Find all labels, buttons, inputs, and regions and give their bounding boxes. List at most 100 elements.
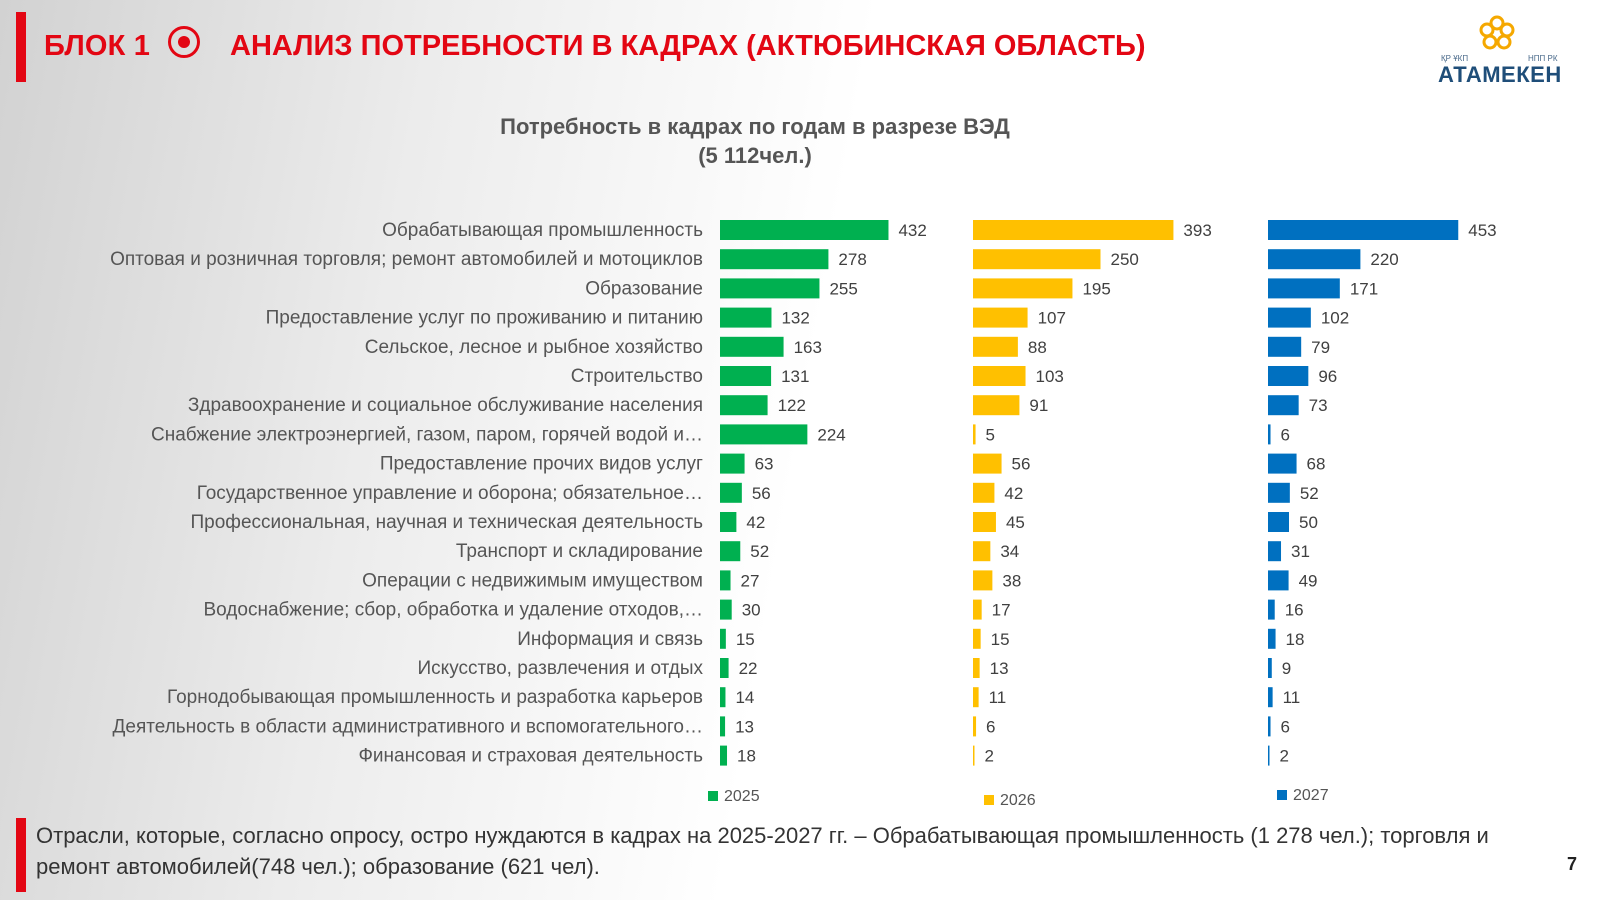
chart-title-block: Потребность в кадрах по годам в разрезе … <box>0 112 1510 170</box>
bar <box>1268 307 1311 328</box>
bar <box>720 658 729 678</box>
block-label: БЛОК 1 <box>44 30 151 62</box>
bar <box>973 628 981 649</box>
bar <box>1268 424 1271 445</box>
legend-label: 2027 <box>1293 787 1329 804</box>
category-label: Деятельность в области административного… <box>113 716 703 737</box>
data-label: 96 <box>1318 367 1337 386</box>
data-label: 195 <box>1082 279 1110 298</box>
logo-name: АТАМЕКЕН <box>1438 62 1562 87</box>
category-label: Искусство, развлечения и отдых <box>418 658 704 679</box>
bar <box>1268 220 1459 240</box>
page-number: 7 <box>1567 854 1578 874</box>
atameken-logo: ҚР ҰКП НПП РК АТАМЕКЕН <box>1428 14 1568 94</box>
chart-title: Потребность в кадрах по годам в разрезе … <box>500 114 1010 139</box>
category-label: Обрабатывающая промышленность <box>382 220 703 241</box>
bar <box>1268 249 1361 270</box>
header-accent-bar <box>16 12 26 82</box>
data-label: 11 <box>1283 688 1301 707</box>
bar <box>720 453 745 474</box>
bar <box>720 278 820 299</box>
legend-label: 2026 <box>1000 792 1036 809</box>
data-label: 16 <box>1285 601 1304 620</box>
bar <box>720 482 742 503</box>
bar <box>973 278 1073 299</box>
data-label: 453 <box>1468 221 1496 240</box>
data-label: 163 <box>794 338 822 357</box>
atameken-emblem-icon <box>1479 15 1515 50</box>
legend-label: 2025 <box>724 788 760 805</box>
data-label: 13 <box>735 717 754 736</box>
bar <box>1268 570 1289 591</box>
data-label: 79 <box>1311 338 1330 357</box>
data-label: 56 <box>752 484 771 503</box>
legend-swatch <box>708 791 718 801</box>
bar <box>1268 453 1297 474</box>
category-label: Горнодобывающая промышленность и разрабо… <box>167 687 703 708</box>
bar <box>720 395 768 416</box>
category-label: Государственное управление и оборона; об… <box>197 483 703 504</box>
data-label: 255 <box>829 279 857 298</box>
bar <box>1268 599 1275 620</box>
bar <box>973 307 1028 328</box>
bar <box>973 716 977 737</box>
data-label: 22 <box>739 659 758 678</box>
bar <box>1268 716 1271 737</box>
data-label: 6 <box>1281 717 1290 736</box>
data-label: 6 <box>986 717 995 736</box>
bar <box>720 541 741 562</box>
bar <box>720 716 726 737</box>
data-label: 50 <box>1299 513 1318 532</box>
bar <box>720 220 889 240</box>
data-label: 171 <box>1350 279 1378 298</box>
category-label: Сельское, лесное и рыбное хозяйство <box>365 337 703 358</box>
data-label: 45 <box>1006 513 1025 532</box>
bar <box>720 687 726 708</box>
bar <box>720 745 728 766</box>
bar <box>973 424 976 445</box>
bar <box>973 220 1174 240</box>
data-label: 52 <box>1300 484 1319 503</box>
chart-subtitle: (5 112чел.) <box>698 143 812 168</box>
data-label: 63 <box>755 455 774 474</box>
bar <box>973 395 1020 416</box>
page-title: АНАЛИЗ ПОТРЕБНОСТИ В КАДРАХ (АКТЮБИНСКАЯ… <box>230 30 1146 62</box>
bar <box>973 541 991 562</box>
footer-note: Отрасли, которые, согласно опросу, остро… <box>36 823 1489 879</box>
data-label: 9 <box>1282 659 1291 678</box>
data-label: 56 <box>1012 455 1031 474</box>
category-label: Образование <box>585 278 703 299</box>
data-label: 14 <box>735 688 754 707</box>
bar <box>720 424 808 445</box>
data-label: 122 <box>778 396 806 415</box>
bar <box>1268 687 1273 708</box>
category-label: Строительство <box>571 366 703 387</box>
data-label: 278 <box>838 250 866 269</box>
bar <box>1268 512 1289 532</box>
bar <box>973 512 996 532</box>
bar <box>973 687 979 708</box>
data-label: 42 <box>746 513 765 532</box>
data-label: 432 <box>898 221 926 240</box>
category-label: Здравоохранение и социальное обслуживани… <box>188 395 703 416</box>
data-label: 102 <box>1321 309 1349 328</box>
data-label: 107 <box>1038 309 1066 328</box>
bar <box>973 453 1002 474</box>
radio-target-icon <box>168 26 200 58</box>
bar <box>1268 628 1276 649</box>
data-label: 30 <box>742 601 761 620</box>
bar <box>720 628 726 649</box>
category-label: Оптовая и розничная торговля; ремонт авт… <box>110 249 703 270</box>
bar <box>720 570 731 591</box>
data-label: 42 <box>1004 484 1023 503</box>
bar <box>720 336 784 357</box>
data-label: 31 <box>1291 542 1310 561</box>
bar <box>1268 658 1272 678</box>
data-label: 224 <box>817 425 845 444</box>
bar <box>720 599 732 620</box>
data-label: 131 <box>781 367 809 386</box>
data-label: 13 <box>990 659 1009 678</box>
bar <box>1268 541 1282 562</box>
data-label: 34 <box>1000 542 1019 561</box>
data-label: 68 <box>1307 455 1326 474</box>
